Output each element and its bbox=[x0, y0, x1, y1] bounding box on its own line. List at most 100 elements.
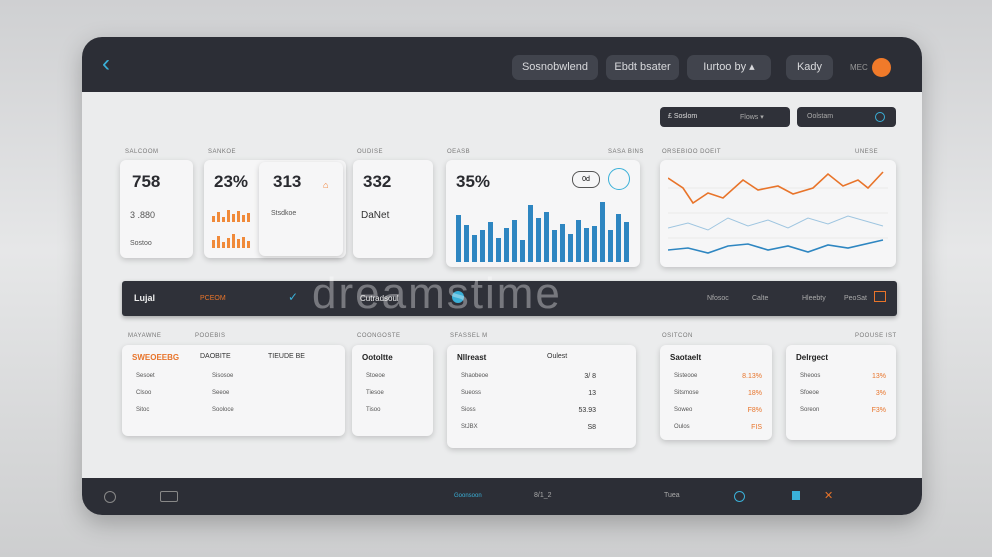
chart-badge[interactable]: 0d bbox=[572, 171, 600, 188]
panel-row: Tiesoe bbox=[366, 390, 384, 396]
panel-row: Soreon bbox=[800, 407, 820, 413]
panel-column: TIEUDE BE bbox=[268, 353, 305, 360]
footer-item[interactable]: 8/1_2 bbox=[534, 492, 552, 499]
stat-card[interactable]: 23% 313 Stsdkoe ⌂ bbox=[204, 160, 346, 258]
section-label: OEASB bbox=[447, 149, 471, 155]
line-chart bbox=[668, 171, 888, 254]
panel[interactable]: Nllreast Oulest Shaobeoe Sueoss Sioss StJBX 3/… bbox=[447, 345, 636, 448]
section-label: MAYAWNE bbox=[128, 333, 162, 339]
nav-item[interactable]: Cutradsoul bbox=[360, 294, 399, 303]
section-label: UNESE bbox=[855, 149, 879, 155]
panel-row: StJBX bbox=[461, 424, 478, 430]
watermark: dreamstime bbox=[312, 269, 562, 318]
panel-title: Delrgect bbox=[796, 353, 829, 362]
stat-footer: Stsdkoe bbox=[271, 210, 297, 217]
dropdown[interactable]: £ Soslom Flows ▾ bbox=[660, 107, 790, 127]
nav-item[interactable]: Hleebty bbox=[802, 295, 826, 302]
section-label: SANKOE bbox=[208, 149, 237, 155]
nav-item[interactable]: Nfosoc bbox=[707, 295, 729, 302]
nav-item[interactable]: PeoSat bbox=[844, 295, 867, 302]
avatar[interactable] bbox=[872, 58, 891, 77]
nav-icon[interactable] bbox=[874, 291, 886, 302]
nav-bar: Lujal PCEOM ✓ Cutradsoul Nfosoc Calte Hl… bbox=[122, 281, 897, 316]
section-label: POOUSE IST bbox=[855, 333, 897, 339]
section-label: SASA BINS bbox=[608, 149, 644, 155]
panel-row: Oulos bbox=[674, 424, 690, 430]
chart-value: 35% bbox=[456, 172, 491, 191]
panel-row: Shaobeoe bbox=[461, 373, 489, 379]
icon[interactable]: ✕ bbox=[824, 490, 834, 502]
panel[interactable]: SWEOEEBG DAOBITE TIEUDE BE Sesoet Clsoo Sitoc… bbox=[122, 345, 345, 436]
panel-value: 53.93 bbox=[578, 407, 596, 414]
nav-item[interactable]: Calte bbox=[752, 295, 769, 302]
panel-value: 13 bbox=[588, 390, 596, 397]
dropdown-value: Flows ▾ bbox=[740, 114, 764, 121]
stat-value: 332 bbox=[363, 172, 392, 191]
panel-value: 8.13% bbox=[742, 373, 762, 380]
stat-card[interactable]: 758 3 .880 Sostoo bbox=[120, 160, 193, 258]
panel-value: F3% bbox=[871, 407, 886, 414]
panel-title: SWEOEEBG bbox=[132, 353, 180, 362]
panel-value: 3/ 8 bbox=[584, 373, 596, 380]
panel-row: Tisoo bbox=[366, 407, 381, 413]
nav-item[interactable]: PCEOM bbox=[200, 295, 226, 302]
panel-row: Stoeoe bbox=[366, 373, 386, 379]
panel-row: Sesoet bbox=[136, 373, 155, 379]
panel-value: 18% bbox=[747, 390, 762, 397]
stat-value: 313 bbox=[273, 172, 302, 191]
panel-row: Sioss bbox=[461, 407, 476, 413]
section-label: SALCOOM bbox=[125, 149, 159, 155]
chart-toggle[interactable] bbox=[608, 168, 630, 190]
panel-value: FIS bbox=[751, 424, 762, 431]
stat-value: 758 bbox=[132, 172, 161, 191]
section-label: ORSEBIOO DOEIT bbox=[662, 149, 722, 155]
stat-card-inner[interactable]: 313 Stsdkoe ⌂ bbox=[259, 162, 343, 256]
panel[interactable]: Saotaelt Sisteooe Sitsmose Soweo Oulos 8.13% 1… bbox=[660, 345, 772, 440]
nav-item[interactable]: Lujal bbox=[134, 293, 156, 303]
line-chart-card[interactable] bbox=[660, 160, 896, 267]
panel-column: Oulest bbox=[547, 353, 568, 360]
panel-row: Sheoos bbox=[800, 373, 821, 379]
nav-check: ✓ bbox=[288, 290, 299, 304]
tab-button[interactable]: Sosnobwlend bbox=[512, 55, 598, 80]
panel[interactable]: Ootoltte Stoeoe Tiesoe Tisoo bbox=[352, 345, 433, 436]
tab-button[interactable]: Ebdt bsater bbox=[606, 55, 679, 80]
panel-row: Soweo bbox=[674, 407, 693, 413]
panel-row: Sfoeoe bbox=[800, 390, 820, 396]
panel-title: Nllreast bbox=[457, 353, 487, 362]
panel-row: Sisteooe bbox=[674, 373, 698, 379]
user-label: MEC bbox=[850, 63, 868, 72]
dropdown-label: £ Soslom bbox=[668, 113, 698, 120]
tab-button[interactable]: Kady bbox=[786, 55, 833, 80]
footer-item[interactable]: Goonsoon bbox=[454, 493, 482, 499]
tab-button[interactable]: Iurtoo by ▴ bbox=[687, 55, 771, 80]
stat-value: 23% bbox=[214, 172, 249, 191]
footer-item[interactable]: Tuea bbox=[664, 492, 680, 499]
stat-sub: 3 .880 bbox=[130, 210, 156, 220]
stat-sub: DaNet bbox=[361, 210, 390, 221]
panel[interactable]: Delrgect Sheoos Sfoeoe Soreon 13% 3% F3% bbox=[786, 345, 896, 440]
back-button[interactable]: ‹ bbox=[102, 50, 110, 77]
section-label: OUDISE bbox=[357, 149, 384, 155]
search[interactable]: Oolstam bbox=[797, 107, 896, 127]
section-label: OSITCON bbox=[662, 333, 693, 339]
app-window: ‹ Sosnobwlend Ebdt bsater Iurtoo by ▴ Ka… bbox=[82, 37, 922, 515]
panel-value: S8 bbox=[587, 424, 596, 431]
icon[interactable] bbox=[160, 491, 178, 502]
panel-value: F8% bbox=[747, 407, 762, 414]
bar-chart bbox=[456, 202, 629, 262]
panel-row: Sooloce bbox=[212, 407, 234, 413]
bar-chart-card[interactable]: 35% 0d bbox=[446, 160, 640, 267]
icon[interactable] bbox=[734, 491, 745, 502]
search-icon bbox=[875, 112, 885, 122]
panel-value: 13% bbox=[871, 373, 886, 380]
stat-card[interactable]: 332 DaNet bbox=[353, 160, 433, 258]
section-label: SFASSEL M bbox=[450, 333, 488, 339]
bottom-bar: Goonsoon 8/1_2 Tuea ✕ bbox=[82, 478, 922, 515]
icon[interactable] bbox=[792, 491, 800, 500]
panel-row: Clsoo bbox=[136, 390, 152, 396]
section-label: POOEBIS bbox=[195, 333, 226, 339]
panel-title: Saotaelt bbox=[670, 353, 702, 362]
panel-column: DAOBITE bbox=[200, 353, 231, 360]
icon[interactable] bbox=[104, 491, 116, 503]
